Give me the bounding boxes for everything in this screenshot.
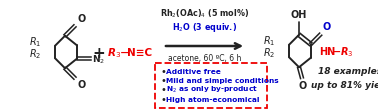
Text: O: O <box>77 80 85 90</box>
Text: H$_2$O (3 equiv.): H$_2$O (3 equiv.) <box>172 20 237 34</box>
Text: Mild and simple conditions: Mild and simple conditions <box>166 78 279 84</box>
Text: •: • <box>160 67 166 77</box>
Text: •: • <box>160 76 166 86</box>
Text: R$_1$: R$_1$ <box>29 35 41 49</box>
Text: +: + <box>93 47 105 61</box>
Text: N$_2$ as only by-product: N$_2$ as only by-product <box>166 85 258 95</box>
Text: •: • <box>160 95 166 105</box>
Text: N$_2$: N$_2$ <box>92 54 105 66</box>
Text: O: O <box>77 14 85 24</box>
Text: N≡C: N≡C <box>127 48 152 58</box>
Text: R$_2$: R$_2$ <box>263 46 275 60</box>
Text: −: − <box>120 48 129 58</box>
Text: −R$_3$: −R$_3$ <box>332 45 353 59</box>
Text: •: • <box>160 85 166 95</box>
Text: Rh$_2$(OAc)$_4$ (5 mol%): Rh$_2$(OAc)$_4$ (5 mol%) <box>160 8 249 20</box>
Text: R$_1$: R$_1$ <box>263 34 275 48</box>
Text: OH: OH <box>291 10 307 20</box>
Text: up to 81% yield: up to 81% yield <box>311 81 378 90</box>
Text: HN: HN <box>319 47 335 57</box>
Text: acetone, 60 ºC, 6 h: acetone, 60 ºC, 6 h <box>168 53 241 62</box>
Text: R$_3$: R$_3$ <box>107 46 121 60</box>
Text: O: O <box>323 22 331 32</box>
Text: 18 examples: 18 examples <box>318 68 378 76</box>
Text: Additive free: Additive free <box>166 69 221 75</box>
Text: O: O <box>299 81 307 91</box>
Text: High atom-economical: High atom-economical <box>166 97 260 103</box>
Text: R$_2$: R$_2$ <box>29 47 41 61</box>
